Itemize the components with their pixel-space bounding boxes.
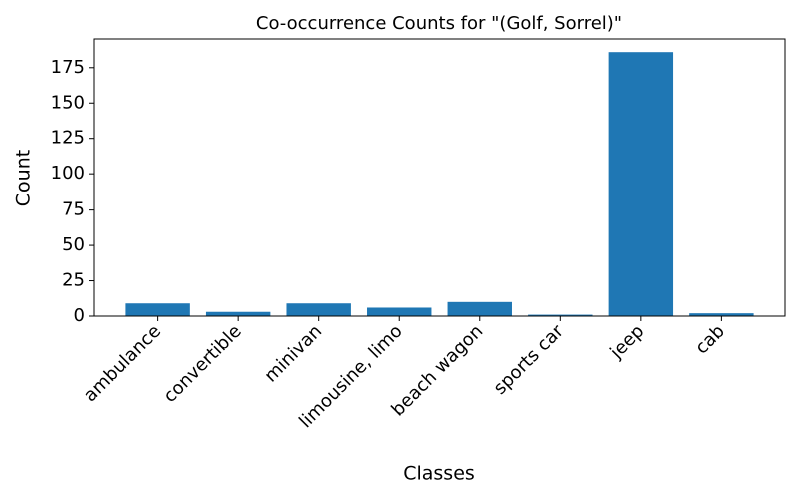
y-tick-label: 50	[62, 234, 85, 255]
bar	[125, 303, 190, 316]
y-tick-label: 0	[74, 305, 85, 326]
bar	[367, 307, 432, 316]
x-axis-label: Classes	[403, 463, 475, 485]
y-tick-label: 75	[62, 199, 85, 220]
chart-title: Co-occurrence Counts for "(Golf, Sorrel)…	[256, 13, 622, 34]
x-tick-label: ambulance	[80, 321, 165, 406]
y-axis-label: Count	[13, 150, 35, 206]
y-tick-label: 25	[62, 270, 85, 291]
x-tick-label: jeep	[606, 321, 649, 364]
bar	[286, 303, 351, 316]
bar	[205, 311, 271, 316]
y-tick-label: 175	[51, 57, 85, 78]
y-tick-label: 150	[51, 92, 85, 113]
x-tick-label: convertible	[159, 321, 245, 407]
bar	[528, 314, 593, 316]
plot-frame	[93, 38, 786, 317]
y-tick-label: 125	[51, 128, 85, 149]
x-tick-label: sports car	[490, 320, 569, 399]
x-tick-label: cab	[691, 321, 729, 359]
bar	[447, 301, 512, 316]
y-tick-label: 100	[51, 163, 85, 184]
bar	[689, 313, 754, 316]
x-tick-label: minivan	[260, 321, 326, 387]
bar	[608, 52, 674, 316]
